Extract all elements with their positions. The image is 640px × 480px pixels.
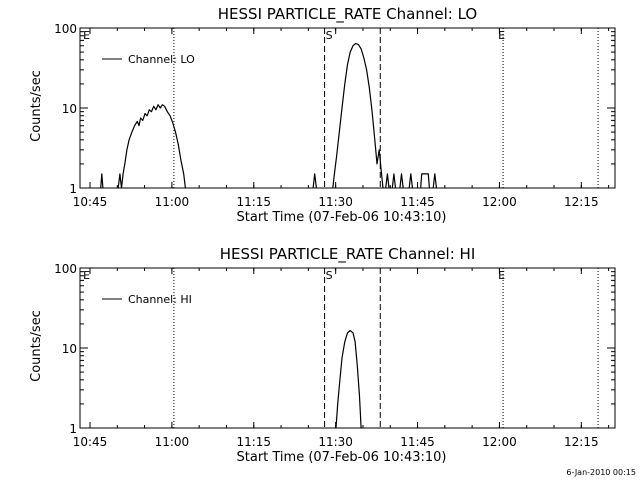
event-marker-label: S <box>326 269 333 282</box>
x-tick-label: 11:00 <box>155 195 190 209</box>
chart-title: HESSI PARTICLE_RATE Channel: LO <box>218 5 477 24</box>
series-line-segment <box>312 173 317 189</box>
x-tick-label: 12:15 <box>564 195 599 209</box>
x-tick-label: 11:30 <box>318 195 353 209</box>
legend-label: Channel: HI <box>128 293 192 306</box>
y-tick-label: 1 <box>69 182 77 196</box>
legend-label: Channel: LO <box>128 53 195 66</box>
chart-panel-hi: HESSI PARTICLE_RATE Channel: HIE S E10:45 1… <box>29 245 616 465</box>
y-tick-label: 10 <box>62 102 77 116</box>
x-tick-label: 11:15 <box>236 195 271 209</box>
x-tick-label: 11:45 <box>400 435 435 449</box>
x-tick-label: 12:15 <box>564 435 599 449</box>
y-tick-label: 100 <box>54 22 77 36</box>
y-tick-label: 100 <box>54 262 77 276</box>
x-tick-label: 11:45 <box>400 195 435 209</box>
series-line-segment <box>391 173 397 189</box>
event-marker-label: E <box>498 269 505 282</box>
series-line-segment <box>100 173 104 189</box>
x-tick-label: 10:45 <box>73 435 108 449</box>
x-tick-label: 11:00 <box>155 435 190 449</box>
event-marker-label: E <box>498 29 505 42</box>
footer-timestamp: 6-Jan-2010 00:15 <box>566 468 636 477</box>
y-axis-label: Counts/sec <box>29 70 44 142</box>
chart-title: HESSI PARTICLE_RATE Channel: HI <box>220 245 476 264</box>
x-axis-label: Start Time (07-Feb-06 10:43:10) <box>237 210 447 225</box>
series-line-segment <box>117 104 186 189</box>
chart-panel-lo: HESSI PARTICLE_RATE Channel: LOE S E10:45 1… <box>29 5 616 225</box>
x-tick-label: 12:00 <box>482 195 517 209</box>
y-tick-label: 1 <box>69 422 77 436</box>
y-tick-label: 10 <box>62 342 77 356</box>
x-tick-label: 11:15 <box>236 435 271 449</box>
x-tick-label: 10:45 <box>73 195 108 209</box>
x-tick-label: 12:00 <box>482 435 517 449</box>
x-tick-label: 11:30 <box>318 435 353 449</box>
series-line-segment <box>432 173 438 189</box>
series-line-segment <box>385 173 390 189</box>
series-line-segment <box>335 330 362 429</box>
series-line-segment <box>399 173 404 189</box>
series-line-segment <box>332 42 384 189</box>
event-marker-label: E <box>83 269 90 282</box>
series-line-segment <box>420 173 430 189</box>
series-line-segment <box>408 173 414 189</box>
x-axis-label: Start Time (07-Feb-06 10:43:10) <box>237 450 447 465</box>
event-marker-label: S <box>326 29 333 42</box>
y-axis-label: Counts/sec <box>29 310 44 382</box>
event-marker-label: E <box>83 29 90 42</box>
plot-frame <box>79 267 616 429</box>
